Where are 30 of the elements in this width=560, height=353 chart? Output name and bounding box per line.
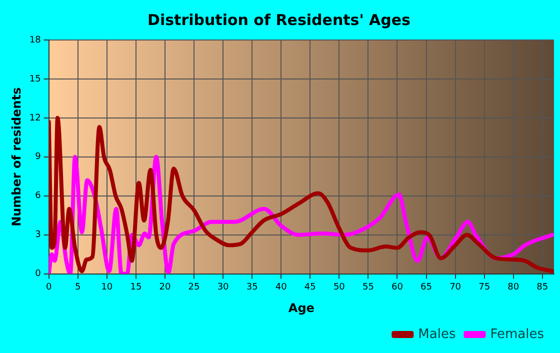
x-tick-label: 75 bbox=[478, 282, 490, 293]
x-axis-title: Age bbox=[288, 300, 314, 315]
x-tick-label: 60 bbox=[392, 282, 404, 293]
x-tick-label: 10 bbox=[101, 282, 113, 293]
x-tick-label: 50 bbox=[333, 282, 346, 293]
x-tick-label: 45 bbox=[304, 282, 316, 293]
x-tick-label: 40 bbox=[275, 282, 288, 293]
y-tick-label: 15 bbox=[29, 74, 41, 84]
legend-label: Females bbox=[490, 326, 544, 342]
x-tick-label: 15 bbox=[130, 282, 142, 293]
x-tick-label: 35 bbox=[246, 282, 258, 293]
x-tick-label: 30 bbox=[217, 282, 230, 293]
y-tick-label: 3 bbox=[35, 230, 41, 240]
x-tick-label: 70 bbox=[450, 282, 462, 293]
y-tick-label: 9 bbox=[35, 152, 42, 162]
y-tick-label: 18 bbox=[29, 35, 42, 46]
legend-label: Males bbox=[418, 326, 456, 342]
y-tick-label: 12 bbox=[29, 113, 41, 124]
x-tick-label: 55 bbox=[362, 282, 374, 293]
y-tick-label: 0 bbox=[35, 269, 42, 280]
x-tick-label: 65 bbox=[420, 282, 432, 293]
y-tick-label: 6 bbox=[35, 191, 42, 202]
x-tick-label: 85 bbox=[536, 282, 548, 293]
chart-title: Distribution of Residents' Ages bbox=[148, 10, 411, 29]
x-tick-label: 5 bbox=[75, 282, 81, 293]
y-axis-title: Number of residents bbox=[9, 87, 24, 226]
x-tick-label: 80 bbox=[508, 282, 520, 293]
x-tick-label: 25 bbox=[188, 282, 200, 293]
x-tick-label: 0 bbox=[46, 282, 52, 293]
x-tick-label: 20 bbox=[159, 282, 171, 293]
